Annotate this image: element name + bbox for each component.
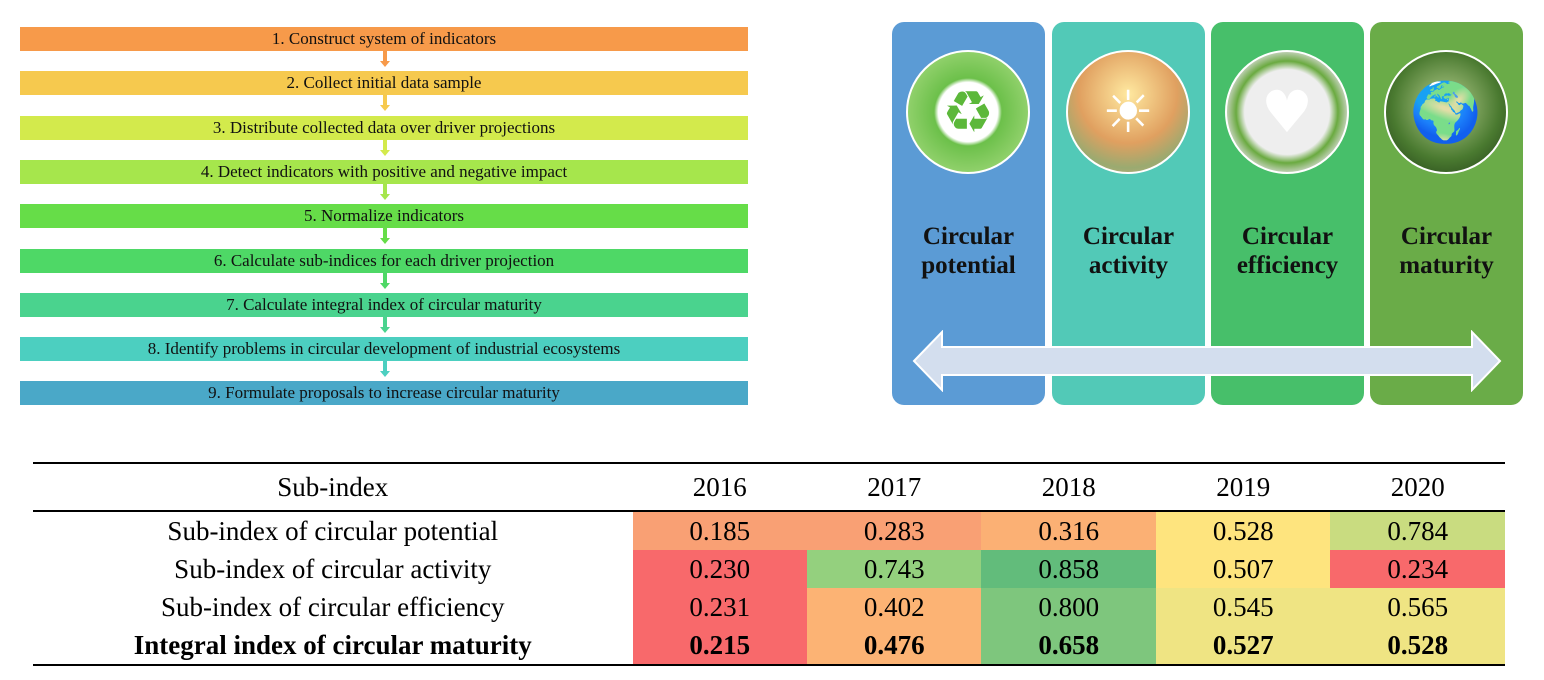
value-cell: 0.231 [632, 588, 807, 626]
row-label: Sub-index of circular activity [174, 553, 492, 584]
table-row: Sub-index of circular activity 0.230 0.743… [33, 550, 1505, 588]
step-connector [383, 316, 387, 329]
value-cell: 0.858 [981, 550, 1156, 588]
step-connector [383, 272, 387, 285]
value-cell: 0.185 [632, 511, 807, 550]
column-header: 2019 [1155, 462, 1331, 512]
step-connector [383, 228, 387, 241]
panel-title: Circular maturity [1399, 223, 1494, 279]
column-header: 2020 [1330, 462, 1505, 512]
step-2: 2. Collect initial data sample [20, 71, 748, 96]
column-header: 2017 [806, 462, 982, 512]
step-connector [383, 51, 387, 63]
step-connector [383, 183, 387, 196]
earth-arrows-icon: 🌍 [1384, 50, 1508, 174]
value-cell: 0.476 [806, 626, 982, 666]
value-cell: 0.658 [981, 626, 1156, 666]
value-cell: 0.283 [806, 511, 982, 550]
city-sun-icon: ☀ [1066, 50, 1190, 174]
down-arrow-icon [380, 193, 390, 200]
value-cell: 0.528 [1155, 511, 1331, 550]
step-3: 3. Distribute collected data over driver… [20, 115, 748, 140]
step-1: 1. Construct system of indicators [20, 27, 748, 51]
column-header: 2018 [981, 462, 1156, 512]
recycle-city-icon: ♻ [906, 50, 1030, 174]
down-arrow-icon [380, 105, 390, 112]
step-connector [383, 95, 387, 108]
down-arrow-icon [380, 371, 390, 378]
value-cell: 0.800 [981, 588, 1156, 626]
panel-title: Circular potential [921, 223, 1016, 279]
table-row: Integral index of circular maturity 0.215… [33, 626, 1505, 666]
panel-title: Circular activity [1082, 223, 1175, 279]
panel-maturity: 🌍 Circular maturity [1370, 22, 1523, 405]
value-cell: 0.528 [1330, 626, 1505, 666]
value-cell: 0.784 [1330, 511, 1505, 550]
value-cell: 0.565 [1330, 588, 1505, 626]
value-cell: 0.545 [1155, 588, 1331, 626]
panel-potential: ♻ Circular potential [892, 22, 1045, 405]
step-6: 6. Calculate sub-indices for each driver… [20, 248, 748, 273]
step-7: 7. Calculate integral index of circular … [20, 292, 748, 317]
down-arrow-icon [380, 326, 390, 333]
value-cell: 0.234 [1330, 550, 1505, 588]
step-8: 8. Identify problems in circular develop… [20, 337, 748, 362]
panel-title: Circular efficiency [1236, 223, 1339, 279]
value-cell: 0.316 [981, 511, 1156, 550]
step-connector [383, 139, 387, 152]
value-cell: 0.215 [632, 626, 807, 666]
value-cell: 0.527 [1155, 626, 1331, 666]
double-arrow [912, 330, 1502, 392]
value-cell: 0.402 [806, 588, 982, 626]
row-label: Integral index of circular maturity [33, 626, 633, 666]
down-arrow-icon [380, 282, 390, 289]
column-header: 2016 [632, 462, 807, 512]
panel-activity: ☀ Circular activity [1052, 22, 1205, 405]
table-row: Sub-index of circular potential 0.185 0.28… [33, 511, 1505, 550]
value-cell: 0.507 [1155, 550, 1331, 588]
table-row: Sub-index of circular efficiency 0.231 0.4… [33, 588, 1505, 626]
down-arrow-icon [380, 149, 390, 156]
row-label: Sub-index of circular potential [167, 515, 499, 546]
panel-efficiency: ♥ Circular efficiency [1211, 22, 1364, 405]
sub-index-table: Sub-index 2016 2017 2018 2019 2020 Sub-index … [33, 462, 1505, 666]
row-label: Sub-index of circular efficiency [160, 591, 505, 622]
circular-arrows-icon: ♥ [1225, 50, 1349, 174]
down-arrow-icon [380, 238, 390, 245]
step-5: 5. Normalize indicators [20, 204, 748, 229]
value-cell: 0.743 [806, 550, 982, 588]
step-connector [383, 361, 387, 374]
value-cell: 0.230 [632, 550, 807, 588]
step-9: 9. Formulate proposals to increase circu… [20, 381, 748, 406]
column-header: Sub-index [33, 462, 633, 512]
step-4: 4. Detect indicators with positive and n… [20, 159, 748, 184]
down-arrow-icon [380, 61, 390, 67]
